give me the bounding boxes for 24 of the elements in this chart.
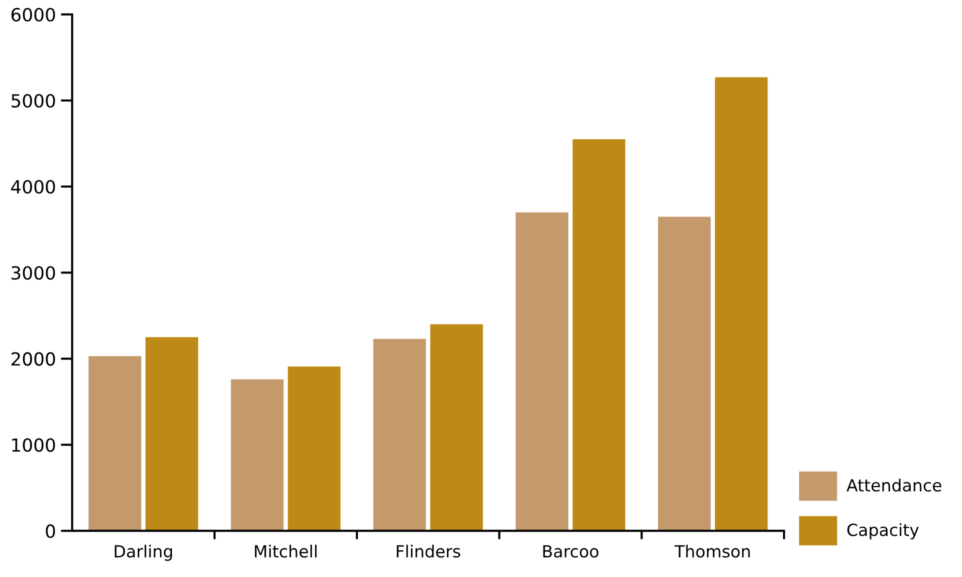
y-tick-label: 3000 [12, 266, 55, 280]
y-tick-label: 2000 [12, 352, 55, 366]
bar [145, 337, 198, 531]
bar [230, 379, 284, 531]
y-tick-label: 4000 [11, 180, 55, 194]
x-tick-label: Flinders [396, 544, 460, 558]
x-tick-label: Mitchell [254, 544, 317, 558]
bar [572, 139, 626, 531]
legend-label: Attendance [846, 478, 942, 492]
y-tick-label: 6000 [11, 8, 55, 22]
x-tick-label: Thomson [674, 544, 750, 558]
bar [373, 338, 426, 531]
x-tick-label: Darling [114, 544, 172, 561]
y-tick-label: 0 [46, 524, 55, 538]
bar [714, 77, 768, 531]
x-tick-label: Barcoo [543, 545, 598, 558]
bar [516, 212, 568, 531]
y-tick-label: 1000 [12, 438, 55, 452]
bar [430, 324, 483, 531]
bar [658, 216, 711, 531]
y-tick-label: 5000 [12, 94, 55, 108]
bar [288, 366, 341, 531]
legend-label: Capacity [847, 523, 919, 540]
bar [88, 356, 142, 531]
